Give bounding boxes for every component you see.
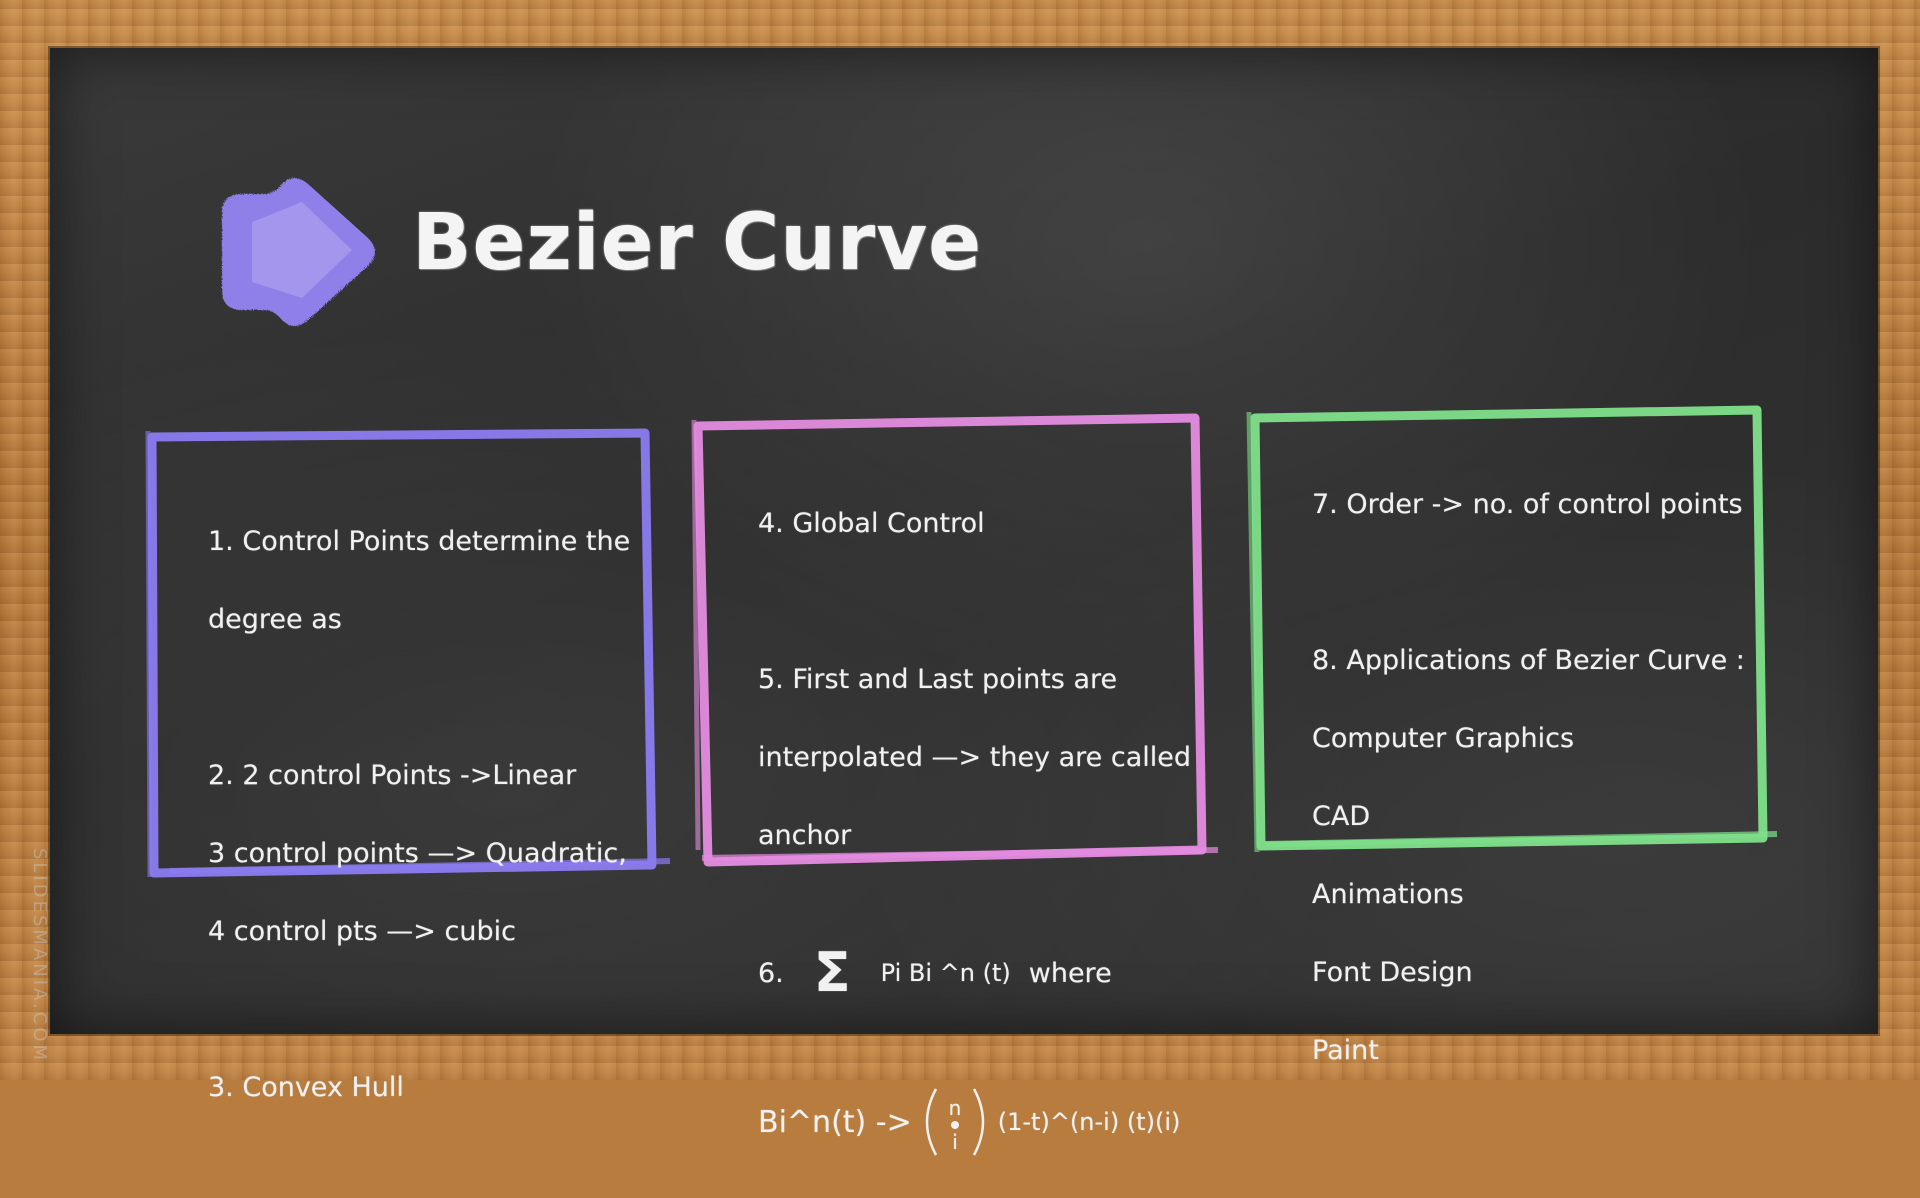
content-box-1: 1. Control Points determine the degree a…	[140, 425, 675, 1103]
box1-line-6: 3. Convex Hull	[208, 1072, 404, 1103]
page-title: Bezier Curve	[412, 198, 982, 288]
bernstein-formula: Bi^n(t) -> n i (1-t)^(n-i) (t)(i)	[758, 1085, 1191, 1159]
bernstein-left: Bi^n(t) ->	[758, 1104, 912, 1140]
application-item-2: CAD	[1312, 801, 1371, 832]
application-item-1: Computer Graphics	[1312, 723, 1575, 754]
application-item-3: Animations	[1312, 879, 1464, 910]
binomial-coefficient: n i	[920, 1085, 990, 1159]
box2-line-5a: 5. First and Last points are	[758, 664, 1118, 695]
binom-top: n	[948, 1096, 961, 1120]
application-item-4: Font Design	[1312, 957, 1473, 988]
application-item-5: Paint	[1312, 1035, 1379, 1066]
formula-number: 6.	[758, 957, 784, 989]
chalk-border-green	[1246, 405, 1778, 853]
box2-line-5c: anchor	[758, 820, 852, 851]
box1-line-1: 1. Control Points determine the	[208, 526, 631, 557]
sigma-symbol: Σ	[813, 941, 851, 1004]
bernstein-right: (1-t)^(n-i) (t)(i)	[997, 1107, 1181, 1136]
box2-line-4: 4. Global Control	[758, 508, 985, 539]
box1-line-3: 2. 2 control Points ->Linear	[208, 760, 577, 791]
chalk-border-purple	[145, 428, 671, 878]
binomial-parentheses: n i	[925, 1088, 984, 1156]
binom-dot	[950, 1121, 959, 1129]
chalk-play-arrow-icon	[222, 178, 375, 326]
box3-line-7: 7. Order -> no. of control points	[1312, 489, 1743, 520]
chalk-border-pink	[691, 413, 1219, 867]
binom-bottom: i	[952, 1130, 958, 1154]
box1-line-4: 3 control points —> Quadratic,	[208, 838, 627, 869]
watermark-text: SLIDESMANIA.COM	[29, 848, 50, 1064]
box3-line-8: 8. Applications of Bezier Curve :	[1312, 645, 1745, 676]
content-box-3: 7. Order -> no. of control points 8. App…	[1245, 400, 1780, 1066]
summation-expression: Pi Bi ^n (t)	[880, 958, 1011, 987]
content-box-2: 4. Global Control 5. First and Last poin…	[690, 410, 1225, 1156]
box2-line-5b: interpolated —> they are called	[758, 742, 1192, 773]
where-label: where	[1028, 957, 1112, 989]
box1-line-2: degree as	[208, 604, 342, 635]
box1-line-5: 4 control pts —> cubic	[208, 916, 516, 947]
summation-formula: 6. Σ Pi Bi ^n (t) where	[758, 941, 1191, 1004]
